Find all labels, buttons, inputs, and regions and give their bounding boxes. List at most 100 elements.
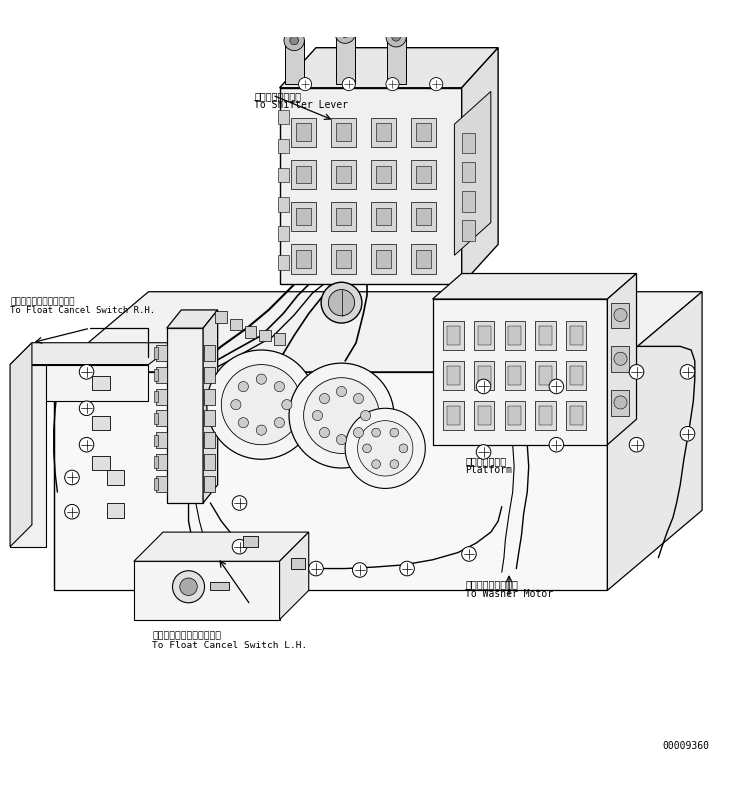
Circle shape [256, 425, 266, 435]
Circle shape [614, 309, 627, 322]
Polygon shape [432, 273, 636, 299]
Bar [411, 160, 436, 189]
Polygon shape [454, 91, 491, 255]
Circle shape [390, 428, 399, 437]
Circle shape [386, 78, 399, 91]
Bar [478, 406, 491, 425]
Bar [330, 245, 356, 273]
Bar [447, 406, 460, 425]
Bar [415, 208, 431, 225]
Circle shape [222, 365, 302, 444]
Circle shape [65, 470, 79, 484]
Bar [330, 160, 356, 189]
Bar [291, 202, 316, 231]
Polygon shape [54, 372, 608, 590]
Circle shape [309, 561, 323, 576]
Bar [474, 401, 495, 430]
Circle shape [284, 30, 305, 51]
Circle shape [399, 444, 408, 452]
Circle shape [392, 32, 401, 41]
Bar [156, 411, 167, 427]
Bar [291, 245, 316, 273]
Bar [387, 37, 406, 84]
Bar [566, 401, 586, 430]
Circle shape [614, 352, 627, 365]
Circle shape [371, 428, 380, 437]
Bar [291, 160, 316, 189]
Bar [278, 255, 289, 270]
Polygon shape [10, 365, 148, 401]
Bar [566, 361, 586, 390]
Text: フロート解除スイッチ右へ: フロート解除スイッチ右へ [10, 298, 75, 306]
Bar [570, 326, 583, 345]
Bar [107, 503, 125, 517]
Circle shape [299, 78, 312, 91]
Bar [535, 361, 556, 390]
Circle shape [289, 363, 394, 468]
Bar [371, 202, 396, 231]
Text: To Washer Motor: To Washer Motor [465, 589, 553, 599]
Bar [330, 118, 356, 147]
Bar [259, 330, 271, 342]
Bar [278, 110, 289, 124]
Bar [216, 311, 227, 323]
Polygon shape [280, 47, 498, 87]
Circle shape [342, 78, 355, 91]
Bar [611, 390, 629, 415]
Bar [535, 321, 556, 350]
Text: To Shifter Lever: To Shifter Lever [254, 100, 348, 110]
Circle shape [390, 460, 399, 468]
Bar [371, 160, 396, 189]
Circle shape [239, 382, 248, 391]
Polygon shape [167, 328, 203, 503]
Bar [611, 346, 629, 372]
Bar [335, 250, 351, 268]
Bar [204, 476, 215, 492]
Text: 00009360: 00009360 [662, 741, 709, 751]
Circle shape [335, 23, 355, 43]
Circle shape [429, 78, 443, 91]
Circle shape [462, 547, 476, 561]
Bar [335, 124, 351, 141]
Polygon shape [432, 299, 608, 444]
Bar [478, 326, 491, 345]
Bar [415, 124, 431, 141]
Polygon shape [203, 310, 218, 503]
Bar [204, 389, 215, 405]
Bar [505, 401, 525, 430]
Text: フロート解除スイッチ左へ: フロート解除スイッチ左へ [152, 631, 221, 640]
Circle shape [319, 394, 330, 403]
Bar [156, 345, 167, 361]
Circle shape [207, 350, 316, 460]
Bar [211, 581, 228, 590]
Bar [443, 361, 464, 390]
Bar [296, 250, 311, 268]
Bar [274, 334, 286, 345]
Circle shape [353, 427, 363, 438]
Circle shape [304, 378, 379, 453]
Bar [539, 406, 552, 425]
Bar [153, 369, 158, 381]
Circle shape [629, 365, 644, 379]
Circle shape [230, 399, 241, 410]
Polygon shape [10, 342, 32, 547]
Circle shape [65, 504, 79, 519]
Bar [539, 366, 552, 385]
Bar [291, 557, 305, 569]
Bar [278, 168, 289, 183]
Bar [156, 367, 167, 383]
Polygon shape [608, 292, 702, 590]
Polygon shape [280, 87, 462, 285]
Bar [611, 302, 629, 328]
Bar [204, 411, 215, 427]
Bar [230, 318, 241, 330]
Bar [411, 202, 436, 231]
Bar [570, 366, 583, 385]
Circle shape [275, 418, 285, 427]
Circle shape [357, 421, 413, 476]
Circle shape [172, 571, 205, 603]
Bar [204, 454, 215, 470]
Circle shape [614, 396, 627, 409]
Text: To Float Cancel Switch R.H.: To Float Cancel Switch R.H. [10, 306, 155, 315]
Circle shape [79, 437, 94, 452]
